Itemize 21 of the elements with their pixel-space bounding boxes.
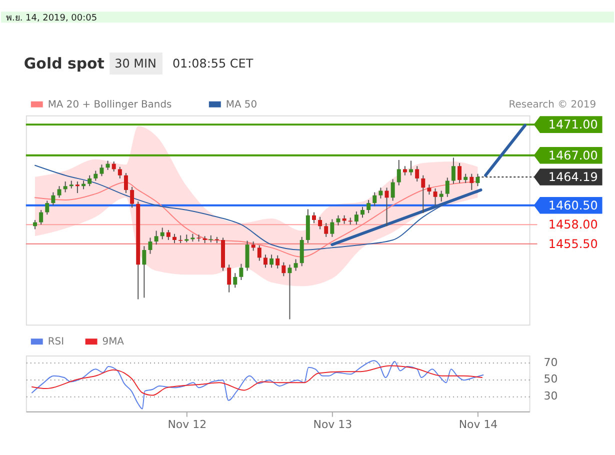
ref-line-label: 1471.00 (548, 118, 598, 132)
ref-line-label: 1460.50 (548, 198, 598, 212)
y-tick-label: 30 (544, 390, 558, 403)
x-tick-label: Nov 12 (168, 418, 207, 431)
ref-line-label: 1467.00 (548, 148, 598, 162)
legend-label: RSI (48, 336, 64, 348)
ref-line-label: 1455.50 (548, 236, 598, 251)
text: Research © 2019 (508, 99, 596, 110)
legend-label: MA 50 (226, 99, 258, 110)
x-tick-label: Nov 13 (313, 418, 352, 431)
text: 30 MIN (114, 56, 156, 70)
ref-line-label: 1458.00 (548, 218, 598, 232)
y-tick-label: 70 (544, 356, 558, 369)
legend-label: 9MA (102, 336, 124, 348)
text: 01:08:55 CET (172, 56, 254, 70)
y-tick-label: 50 (544, 372, 558, 386)
x-tick-label: Nov 14 (458, 418, 498, 431)
text: พ.ย. 14, 2019, 00:05 (6, 14, 98, 24)
legend-label: MA 20 + Bollinger Bands (48, 99, 172, 110)
chart-title: Gold spot (24, 54, 104, 72)
ref-line-label: 1464.19 (548, 170, 598, 184)
